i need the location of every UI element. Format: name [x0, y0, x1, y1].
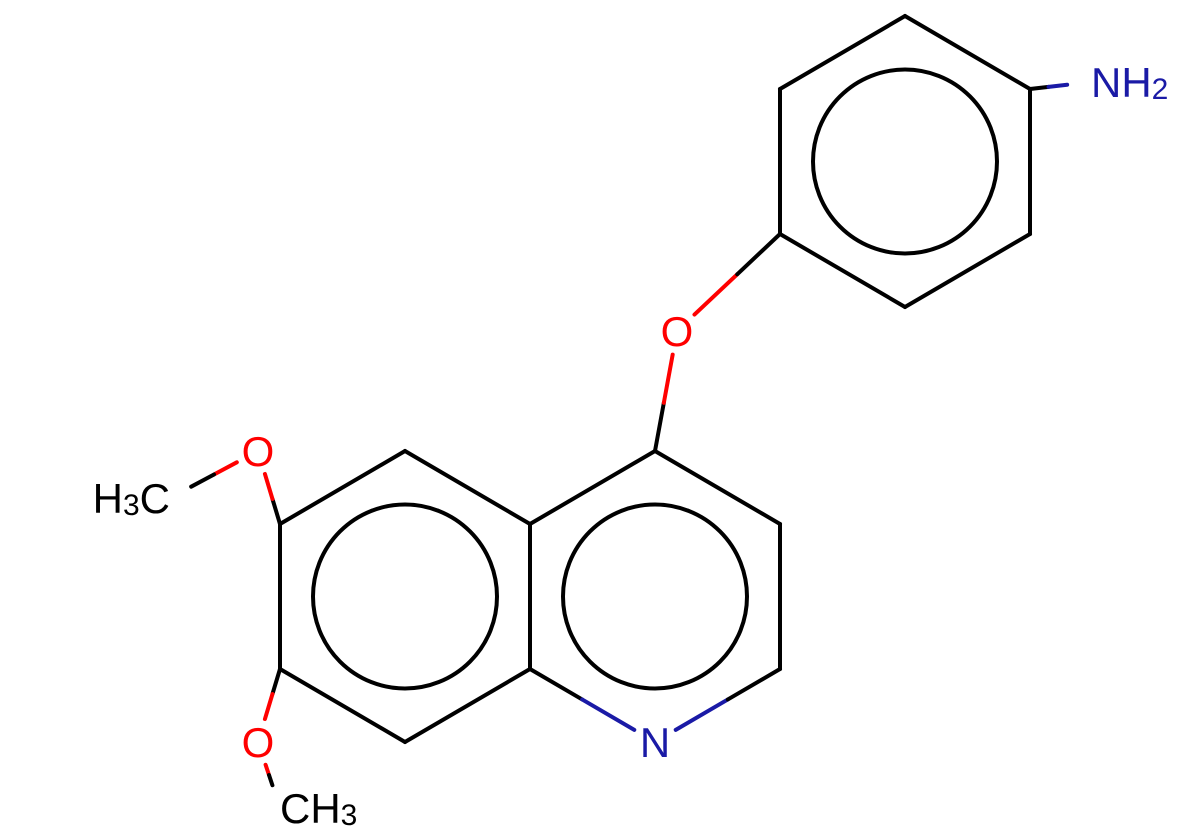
atom-label: O [242, 719, 275, 766]
bond [269, 775, 272, 785]
bond [905, 234, 1030, 307]
bond [655, 403, 664, 451]
bond [1049, 85, 1068, 87]
bond [655, 451, 780, 524]
bond [280, 451, 405, 524]
bond [664, 355, 673, 403]
aromatic-ring [813, 70, 997, 254]
atom-label: H3C [93, 475, 170, 523]
bond [737, 234, 780, 274]
atom-label: O [242, 428, 275, 475]
bond [265, 474, 273, 499]
aromatic-rings-layer [313, 70, 997, 689]
atom-label: O [661, 308, 694, 355]
aromatic-ring [563, 505, 747, 689]
bond [265, 694, 273, 719]
bond [780, 234, 905, 307]
bond [1030, 87, 1049, 89]
bond [272, 669, 280, 694]
bond [191, 475, 214, 487]
bond [272, 499, 280, 524]
bond [780, 16, 905, 89]
bond [694, 274, 737, 314]
bonds-layer [191, 16, 1067, 785]
bond [530, 451, 655, 524]
bond [530, 669, 582, 699]
bond [905, 16, 1030, 89]
bond [405, 669, 530, 742]
bond [214, 462, 237, 474]
aromatic-ring [313, 505, 497, 689]
bond [280, 669, 405, 742]
bond [728, 669, 780, 699]
atom-labels-layer: NOH3COCH3ONH2 [93, 59, 1169, 833]
bond [676, 699, 728, 729]
atom-label: N [640, 719, 670, 766]
bond [405, 451, 530, 524]
bond [582, 699, 634, 729]
atom-label: CH3 [280, 785, 357, 833]
chemical-structure: NOH3COCH3ONH2 [0, 0, 1190, 837]
atom-label: NH2 [1091, 59, 1168, 107]
